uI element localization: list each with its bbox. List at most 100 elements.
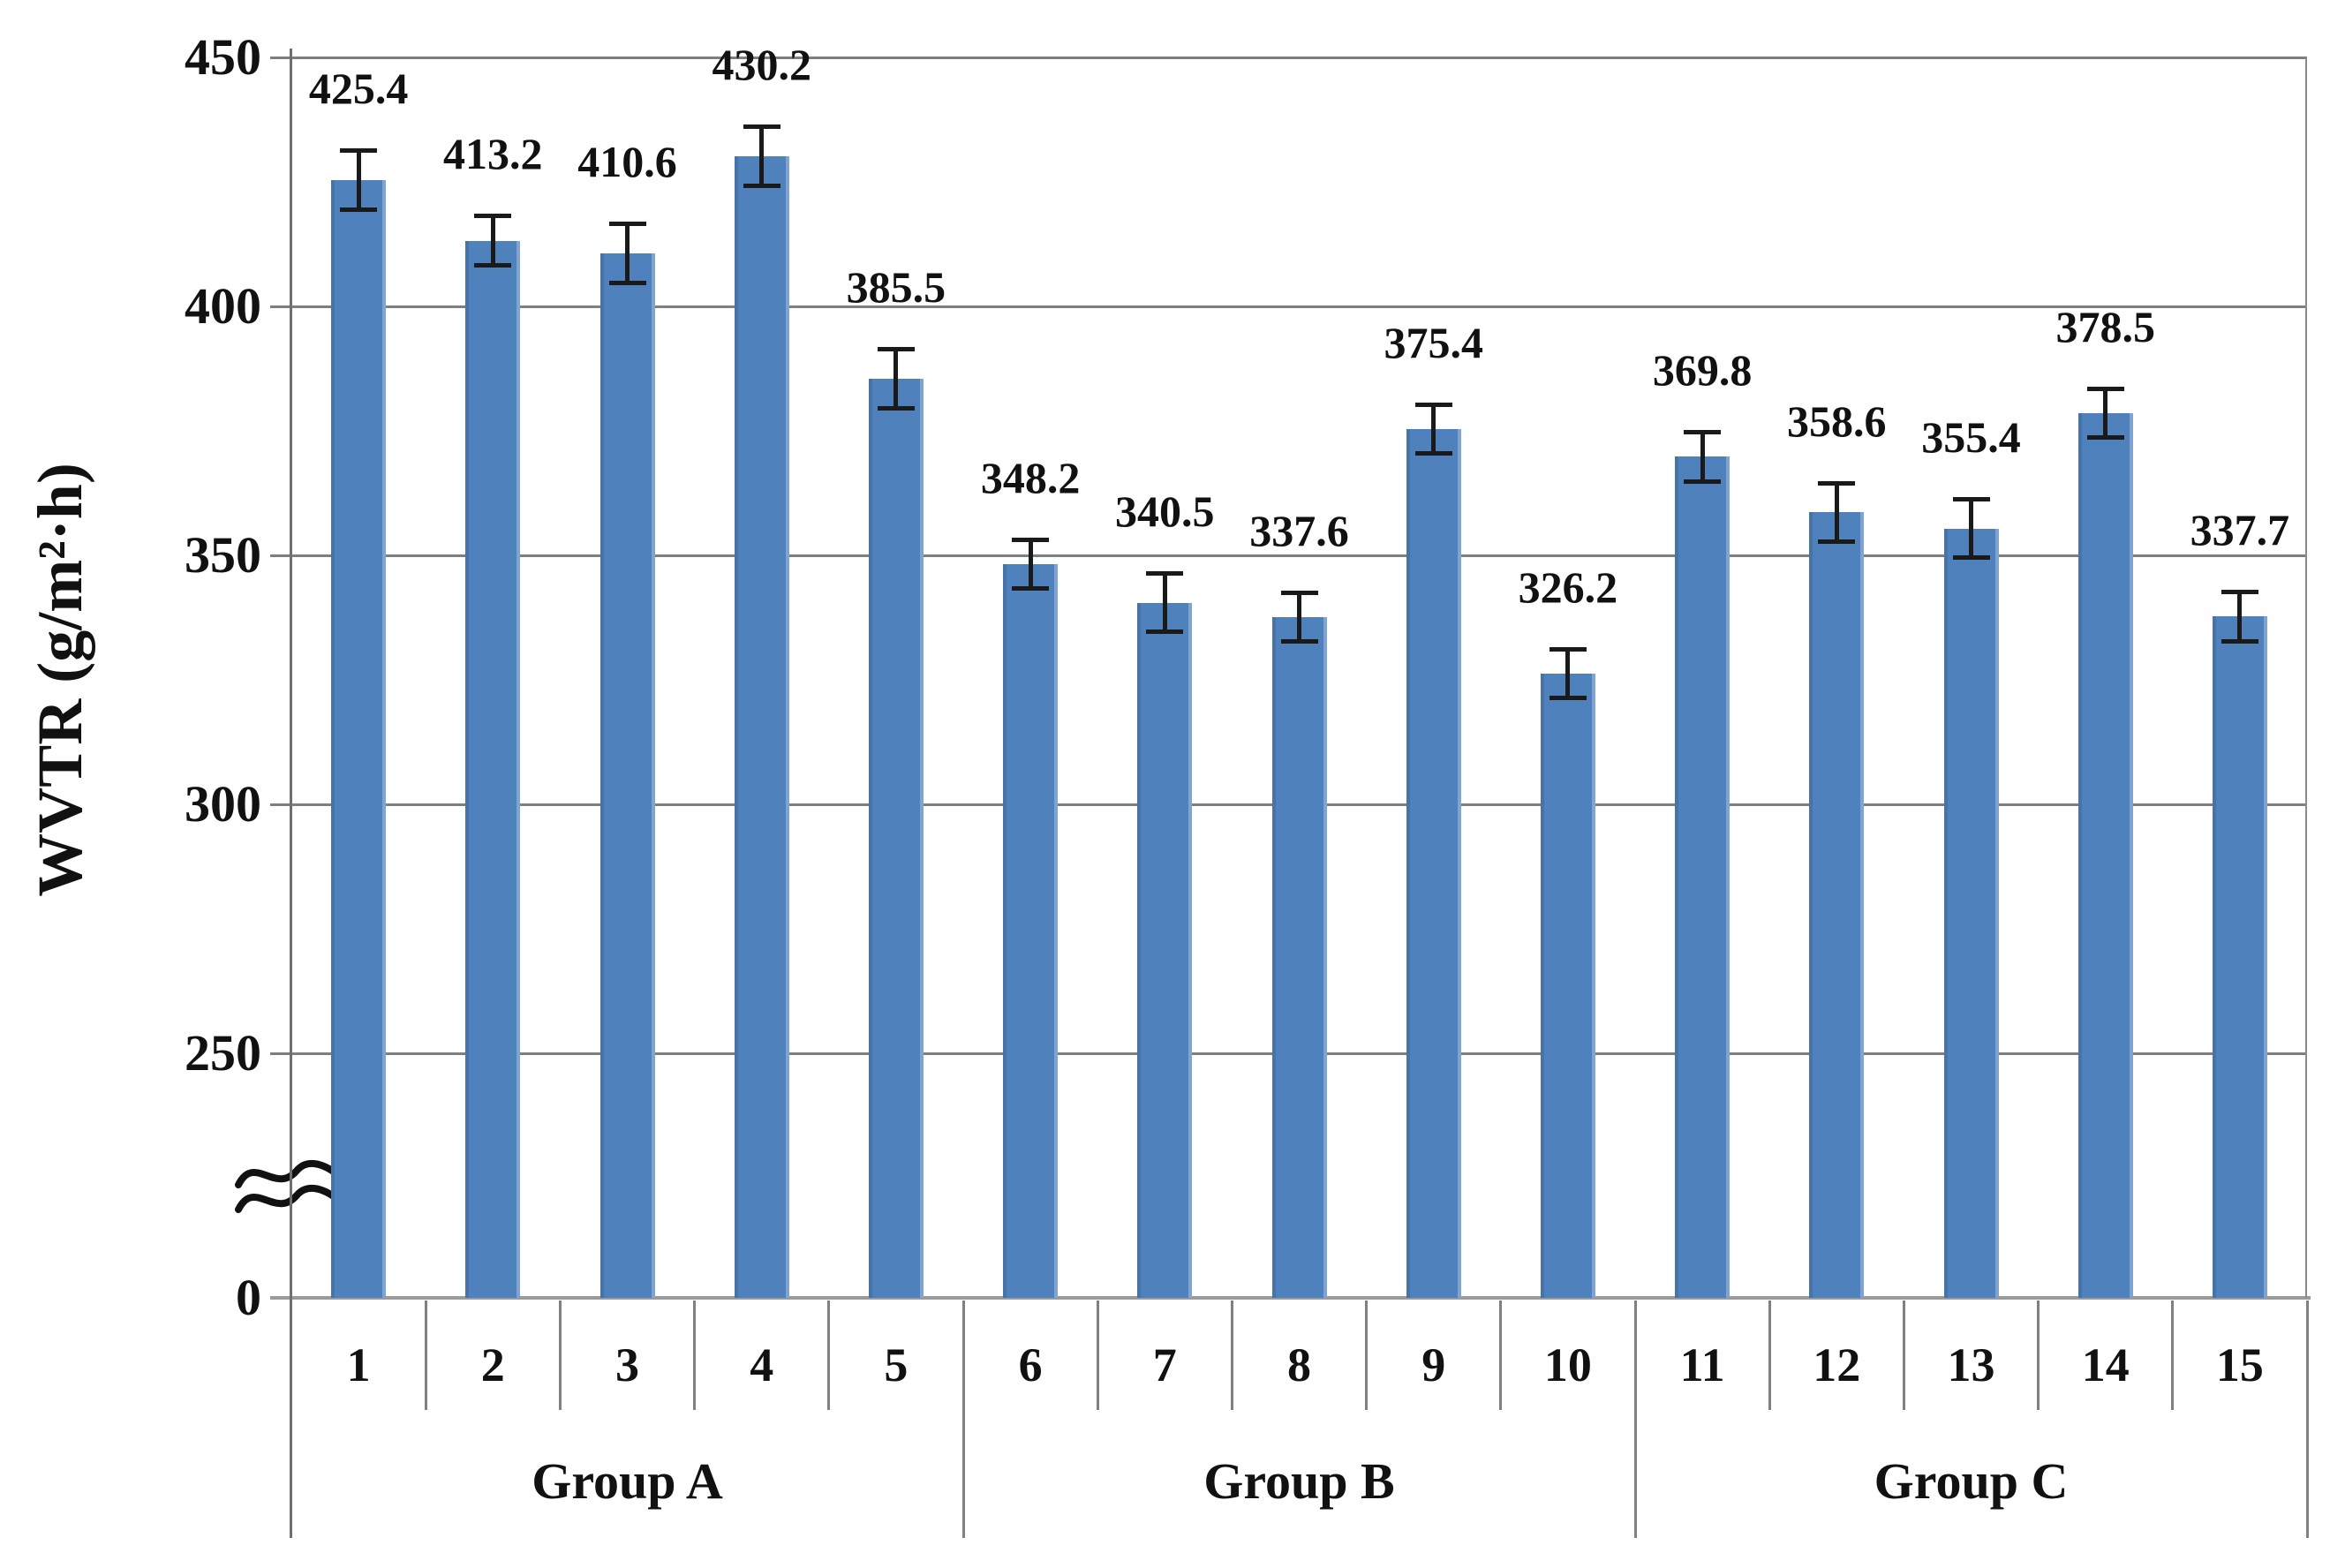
value-label: 425.4 <box>308 63 409 113</box>
y-tick-label: 450 <box>185 28 261 86</box>
bar-category-2 <box>465 240 521 1298</box>
error-bar-cap-top <box>1952 496 1990 501</box>
bar-category-8 <box>1271 616 1327 1298</box>
value-label: 413.2 <box>443 129 543 179</box>
y-axis-line <box>290 49 292 1538</box>
error-bar-cap-bottom <box>1549 696 1587 701</box>
error-bar-cap-bottom <box>1684 479 1722 484</box>
category-label-5: 5 <box>884 1338 909 1391</box>
bar-category-10 <box>1540 674 1595 1298</box>
error-bar <box>1028 539 1033 590</box>
bar-category-3 <box>599 253 655 1298</box>
error-bar <box>1431 403 1436 454</box>
error-bar-cap-top <box>2221 590 2258 595</box>
error-bar <box>759 125 765 186</box>
group-boundary-line <box>961 1300 965 1538</box>
error-bar-cap-top <box>1012 537 1050 542</box>
category-label-6: 6 <box>1018 1338 1043 1391</box>
category-separator <box>827 1300 831 1410</box>
error-bar-cap-top <box>743 124 780 129</box>
error-bar <box>1700 432 1705 482</box>
category-label-2: 2 <box>480 1338 505 1391</box>
error-bar-cap-top <box>340 147 378 153</box>
category-label-10: 10 <box>1543 1338 1592 1391</box>
category-label-11: 11 <box>1679 1338 1725 1391</box>
value-label: 326.2 <box>1518 562 1618 613</box>
y-tick-label: 250 <box>185 1024 261 1082</box>
category-label-9: 9 <box>1421 1338 1446 1391</box>
category-label-13: 13 <box>1947 1338 1995 1391</box>
error-bar-cap-top <box>1684 430 1722 435</box>
category-label-14: 14 <box>2081 1338 2130 1391</box>
bar-category-5 <box>868 378 924 1298</box>
category-separator <box>693 1300 697 1410</box>
value-label: 375.4 <box>1384 317 1483 367</box>
category-label-7: 7 <box>1152 1338 1177 1391</box>
bar-category-14 <box>2077 413 2133 1298</box>
value-label: 369.8 <box>1652 345 1753 396</box>
error-bar-cap-top <box>877 346 915 351</box>
group-label-2: Group B <box>1203 1452 1395 1510</box>
category-separator <box>558 1300 562 1410</box>
error-bar-cap-top <box>1818 480 1856 486</box>
error-bar <box>1969 498 1973 559</box>
plot-right-border <box>2305 57 2307 1298</box>
error-bar <box>1297 592 1301 643</box>
bar-category-9 <box>1406 428 1461 1298</box>
x-axis-line <box>270 1296 2311 1300</box>
category-label-15: 15 <box>2215 1338 2264 1391</box>
error-bar <box>1162 572 1167 633</box>
y-axis-title: WVTR (g/m²·h) <box>25 463 95 897</box>
error-bar-cap-top <box>1549 647 1587 652</box>
category-separator <box>1365 1300 1369 1410</box>
value-label: 410.6 <box>577 137 677 187</box>
category-separator <box>1902 1300 1905 1410</box>
error-bar <box>894 348 899 409</box>
error-bar-cap-bottom <box>1818 539 1856 545</box>
bar-category-1 <box>331 179 387 1298</box>
gridline-350 <box>270 554 2307 557</box>
group-boundary-line <box>2305 1300 2309 1538</box>
value-label: 340.5 <box>1115 486 1215 536</box>
bar-category-4 <box>734 155 789 1298</box>
value-label: 337.6 <box>1249 505 1349 555</box>
category-separator <box>1230 1300 1233 1410</box>
group-label-3: Group C <box>1874 1452 2069 1510</box>
bar-category-6 <box>1003 564 1059 1298</box>
y-tick-label: 0 <box>236 1269 261 1326</box>
error-bar-cap-bottom <box>743 183 780 188</box>
error-bar-cap-top <box>1146 570 1184 576</box>
y-tick-label: 300 <box>185 775 261 833</box>
error-bar-cap-bottom <box>474 262 512 268</box>
group-label-1: Group A <box>532 1452 723 1510</box>
bar-category-15 <box>2212 616 2267 1298</box>
error-bar <box>2237 592 2243 642</box>
error-bar <box>356 149 361 210</box>
gridline-450 <box>270 57 2307 59</box>
category-separator <box>2171 1300 2175 1410</box>
category-separator <box>424 1300 427 1410</box>
error-bar-cap-bottom <box>1952 555 1990 561</box>
error-bar-cap-bottom <box>1414 450 1452 456</box>
error-bar <box>490 215 495 266</box>
category-separator <box>1096 1300 1099 1410</box>
y-tick-label: 350 <box>185 526 261 584</box>
bar-category-13 <box>1943 528 1999 1298</box>
error-bar-cap-top <box>1280 590 1318 595</box>
category-separator <box>2037 1300 2040 1410</box>
error-bar-cap-bottom <box>877 405 915 411</box>
error-bar-cap-bottom <box>1146 629 1184 635</box>
value-label: 348.2 <box>980 452 1081 502</box>
group-boundary-line <box>1633 1300 1637 1538</box>
category-separator <box>1768 1300 1771 1410</box>
bar-category-12 <box>1809 512 1865 1298</box>
error-bar <box>1565 649 1571 699</box>
value-label: 385.5 <box>846 261 946 312</box>
error-bar <box>2103 388 2108 439</box>
category-label-3: 3 <box>615 1338 639 1391</box>
error-bar-cap-top <box>1414 402 1452 407</box>
error-bar-cap-top <box>474 214 512 219</box>
bar-category-7 <box>1137 602 1193 1298</box>
bar-category-11 <box>1675 456 1730 1298</box>
